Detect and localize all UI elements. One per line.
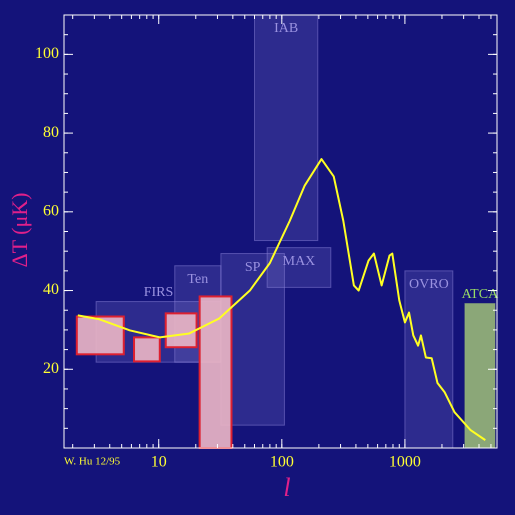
box-label: Ten xyxy=(187,272,208,287)
data-box xyxy=(404,270,454,449)
y-tick-label: 80 xyxy=(43,124,59,141)
y-tick-label: 100 xyxy=(35,45,59,62)
box-label: ATCA xyxy=(462,287,499,302)
data-box xyxy=(266,247,332,288)
annotation: W. Hu 12/95 xyxy=(64,456,121,468)
data-box xyxy=(164,312,198,349)
data-box xyxy=(75,315,125,356)
box-label: SP xyxy=(245,260,261,275)
data-box xyxy=(198,295,233,450)
x-tick-label: 1000 xyxy=(389,454,421,471)
x-tick-label: 10 xyxy=(151,454,167,471)
x-axis-label: l xyxy=(283,473,290,502)
data-box xyxy=(254,14,319,242)
box-label: FIRS xyxy=(144,285,174,300)
box-label: MAX xyxy=(283,254,316,269)
y-tick-label: 60 xyxy=(43,202,59,219)
x-tick-label: 100 xyxy=(270,454,294,471)
box-label: OVRO xyxy=(409,277,449,292)
theory-curve xyxy=(77,158,486,441)
y-tick-label: 40 xyxy=(43,281,59,298)
box-label: IAB xyxy=(274,21,298,36)
data-box xyxy=(133,336,161,363)
data-box xyxy=(464,303,496,449)
y-axis-label: ΔT (μK) xyxy=(7,192,32,267)
y-tick-label: 20 xyxy=(43,360,59,377)
